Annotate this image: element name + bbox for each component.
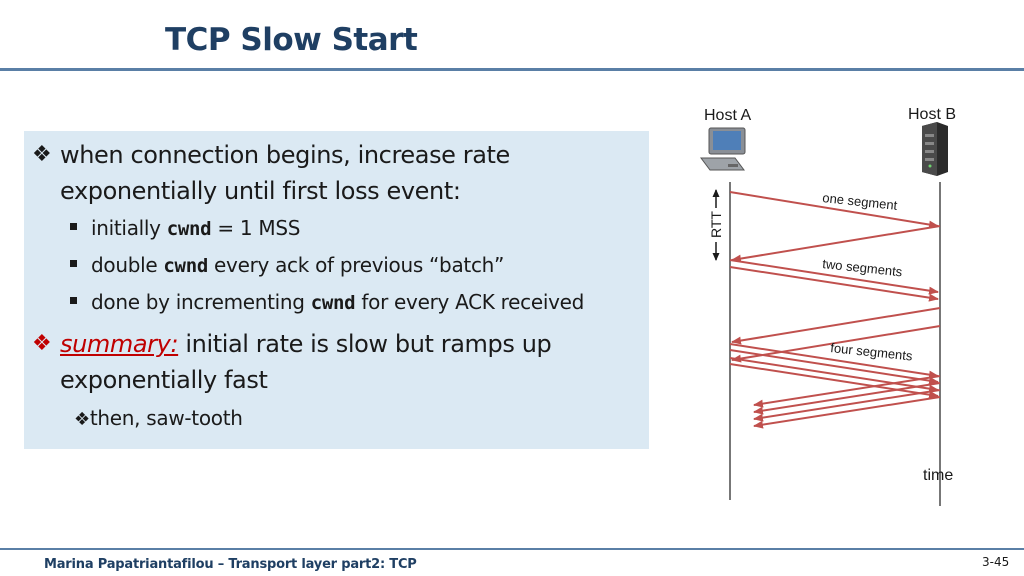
segment-arrow	[729, 266, 939, 302]
bullet-1-line-2: exponentially until first loss event:	[60, 177, 461, 205]
square-bullet-icon	[70, 260, 77, 267]
server-icon	[922, 122, 948, 176]
summary-label: summary:	[60, 330, 179, 358]
segment-arrow	[729, 363, 939, 399]
slide-title: TCP Slow Start	[165, 22, 418, 58]
footer-divider	[0, 548, 1024, 550]
footer-text: Marina Papatriantafilou – Transport laye…	[44, 557, 417, 572]
host-a-label: Host A	[704, 107, 751, 124]
ack-arrow	[753, 382, 941, 415]
ack-arrow	[753, 389, 941, 422]
sub-bullet-2: double cwnd every ack of previous “batch…	[70, 253, 504, 277]
bullet-box	[24, 131, 649, 449]
four-segments-label: four segments	[830, 340, 914, 364]
slide-number: 3-45	[982, 555, 1010, 569]
bullet-3: ❖then, saw-tooth	[74, 406, 243, 430]
rtt-label: RTT	[708, 211, 724, 238]
ack-arrow	[731, 307, 941, 345]
ack-arrow	[731, 225, 941, 263]
segment-arrow	[729, 259, 939, 295]
bullet-2-line-1: initial rate is slow but ramps up	[178, 330, 552, 358]
segment-arrow	[729, 357, 939, 393]
desktop-computer-icon	[700, 127, 746, 171]
segment-arrow	[729, 343, 939, 379]
bullet-1-line-1: when connection begins, increase rate	[60, 141, 510, 169]
segment-arrow	[729, 191, 939, 229]
title-divider	[0, 68, 1024, 71]
square-bullet-icon	[70, 297, 77, 304]
bullet-2-line-2: exponentially fast	[60, 366, 268, 394]
slow-start-diagram: Host A Host B RTT one segment two segmen…	[700, 106, 956, 506]
diamond-bullet-icon: ❖	[32, 142, 52, 167]
host-b-label: Host B	[908, 106, 956, 123]
diamond-bullet-icon: ❖	[74, 409, 90, 430]
time-label: time	[923, 467, 953, 484]
bullet-3-text: then, saw-tooth	[89, 406, 243, 430]
ack-arrow	[753, 375, 941, 408]
square-bullet-icon	[70, 223, 77, 230]
diamond-bullet-icon: ❖	[32, 331, 52, 356]
segment-arrow	[729, 349, 939, 385]
sub-bullet-1: initially cwnd = 1 MSS	[70, 216, 300, 240]
ack-arrow	[753, 396, 941, 429]
ack-arrow	[731, 325, 941, 363]
sub-bullet-3: done by incrementing cwnd for every ACK …	[70, 290, 584, 314]
